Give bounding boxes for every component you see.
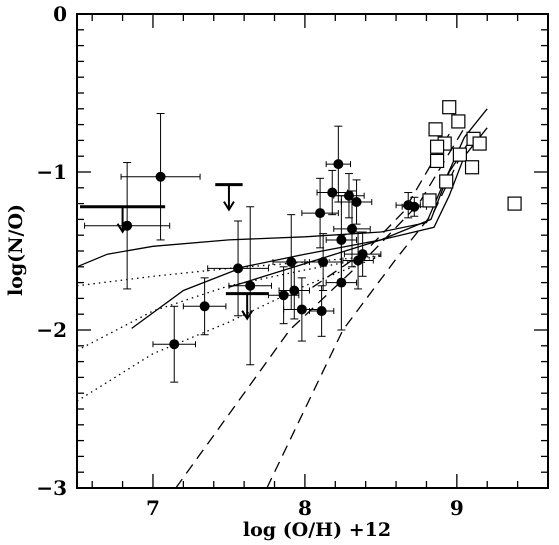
data-point-filled-circle-10 — [315, 208, 326, 219]
data-point-filled-circle-21 — [357, 249, 368, 260]
y-tick-label-0: 0 — [53, 2, 67, 26]
upper-limit-arrowhead-2 — [241, 310, 254, 321]
model-curve-dashed-8 — [266, 148, 465, 489]
data-point-filled-circle-8 — [289, 285, 300, 296]
data-point-filled-circle-2 — [169, 339, 180, 350]
data-point-filled-circle-9 — [296, 304, 307, 315]
data-point-open-square-8 — [429, 153, 445, 169]
model-curve-dotted-5 — [76, 255, 382, 402]
data-point-open-square-1 — [428, 122, 443, 137]
y-tick-label--3: −3 — [36, 476, 67, 500]
model-curve-dashed-7 — [175, 127, 465, 489]
data-point-filled-circle-0 — [155, 171, 166, 182]
data-point-filled-circle-19 — [351, 197, 362, 208]
data-point-open-square-0 — [442, 100, 457, 115]
markers-layer — [80, 100, 522, 350]
data-point-open-square-7 — [452, 147, 467, 162]
x-tick-label-8: 8 — [298, 496, 312, 520]
model-curve-dotted-4 — [76, 255, 382, 352]
data-point-filled-circle-16 — [336, 277, 347, 288]
data-point-open-square-2 — [451, 114, 466, 129]
data-point-filled-circle-7 — [286, 257, 297, 268]
upper-limit-arrowhead-0 — [116, 223, 129, 234]
data-point-filled-circle-4 — [233, 263, 244, 274]
data-point-open-square-6 — [472, 136, 487, 151]
x-tick-label-9: 9 — [450, 496, 464, 520]
data-point-open-square-10 — [439, 174, 454, 189]
data-point-filled-circle-14 — [333, 159, 344, 170]
model-curve-solid-2 — [228, 132, 476, 288]
model-curve-solid-0 — [76, 108, 488, 268]
data-point-filled-circle-18 — [347, 223, 358, 234]
data-point-filled-circle-12 — [316, 306, 327, 317]
y-tick-label--2: −2 — [36, 318, 67, 342]
data-point-filled-circle-23 — [409, 201, 420, 212]
data-point-filled-circle-5 — [245, 280, 256, 291]
y-axis-title: log(N/O) — [5, 204, 27, 296]
data-point-open-square-11 — [422, 193, 437, 208]
upper-limit-arrowhead-1 — [223, 201, 235, 212]
tick-labels-layer: 7 8 9 0 −1 −2 −3 — [36, 2, 463, 520]
y-tick-label--1: −1 — [36, 160, 67, 184]
data-point-open-square-4 — [429, 139, 445, 154]
ticks-layer — [77, 14, 548, 488]
data-point-filled-circle-6 — [278, 290, 289, 301]
data-point-filled-circle-15 — [336, 234, 347, 245]
data-point-open-square-9 — [464, 160, 480, 175]
model-curve-dashed-6 — [312, 121, 458, 288]
model-curve-dotted-3 — [76, 255, 381, 287]
data-point-filled-circle-11 — [318, 257, 329, 268]
x-tick-label-7: 7 — [146, 496, 160, 520]
x-axis-title: log (O/H) +12 — [243, 519, 391, 541]
data-point-filled-circle-3 — [199, 301, 210, 312]
data-point-filled-circle-17 — [343, 190, 354, 201]
data-point-open-square-12 — [507, 196, 522, 211]
errorbars-layer — [84, 113, 427, 383]
data-point-filled-circle-13 — [327, 187, 338, 198]
plot-frame — [76, 13, 549, 489]
